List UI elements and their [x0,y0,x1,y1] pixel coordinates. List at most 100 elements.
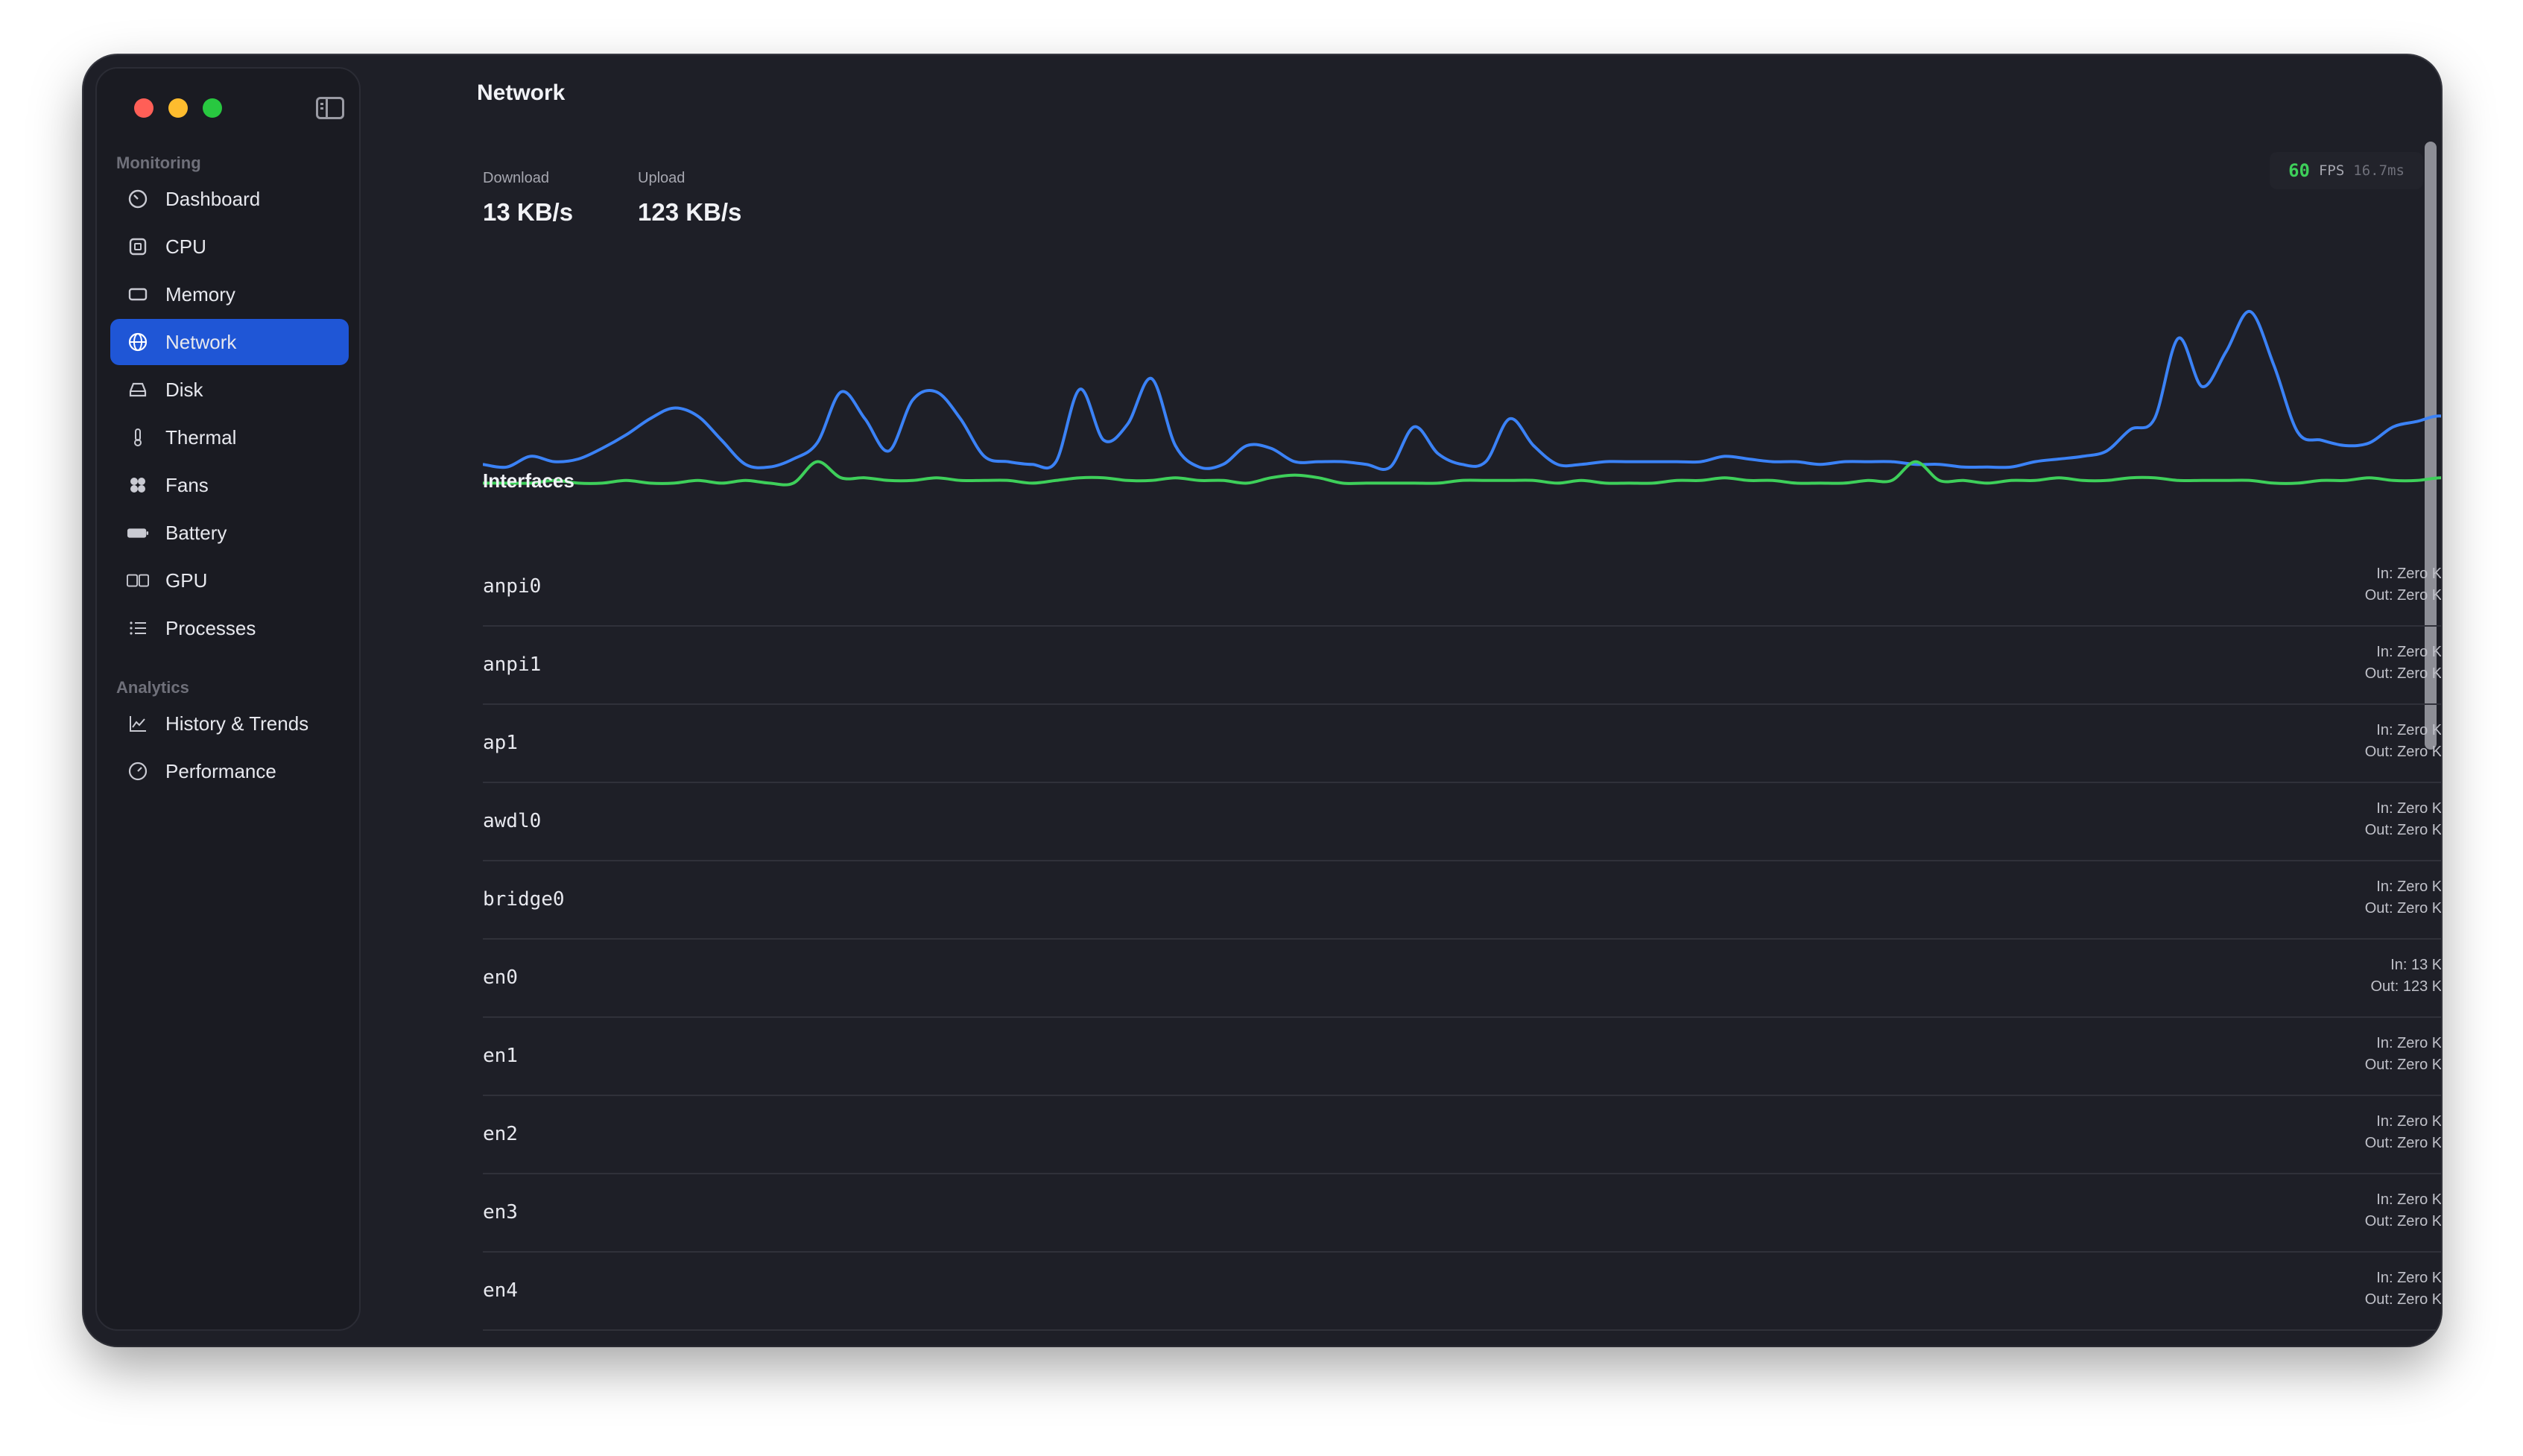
interface-stats: In: Zero KB/s Out: Zero KB/s [2365,1111,2441,1154]
sidebar-item-fans[interactable]: Fans [110,462,349,508]
sidebar-item-label: Network [165,330,237,353]
interface-row[interactable]: anpi0 In: Zero KB/s Out: Zero KB/s [483,548,2441,627]
download-series-line [483,310,2441,471]
interface-out-rate: Out: Zero KB/s [2364,665,2441,682]
sidebar-item-label: CPU [165,235,206,258]
interface-name: en2 [483,1123,518,1145]
interface-out-rate: Out: 123 KB/s [2370,978,2441,995]
sidebar: Monitoring Dashboard CPU Memory Network [95,67,361,1331]
interface-stats: In: Zero KB/s Out: Zero KB/s [2365,720,2441,763]
sidebar-item-processes[interactable]: Processes [110,605,349,651]
memory-icon [127,283,149,306]
interface-in-rate: In: Zero KB/s [2376,1035,2441,1051]
interface-in-rate: In: Zero KB/s [2376,879,2441,895]
interface-in-rate: In: Zero KB/s [2376,1270,2441,1286]
sidebar-section-analytics: Analytics [116,678,189,697]
interface-name: en0 [483,966,518,989]
sidebar-item-label: History & Trends [165,712,309,735]
speedometer-icon [127,760,149,782]
gauge-icon [127,188,149,210]
interface-out-rate: Out: Zero KB/s [2364,1213,2441,1229]
page-title: Network [477,80,566,105]
fan-icon [127,474,149,496]
interface-row[interactable]: en2 In: Zero KB/s Out: Zero KB/s [483,1096,2441,1174]
disk-icon [127,379,149,401]
interface-name: awdl0 [483,810,542,832]
sidebar-item-gpu[interactable]: GPU [110,557,349,604]
sidebar-item-disk[interactable]: Disk [110,367,349,413]
frame-time: 16.7ms [2353,162,2405,179]
sidebar-item-thermal[interactable]: Thermal [110,414,349,460]
interface-in-rate: In: Zero KB/s [2376,1191,2441,1208]
sidebar-item-label: Thermal [165,425,237,449]
interface-in-rate: In: 13 KB/s [2390,957,2441,973]
sidebar-item-performance[interactable]: Performance [110,748,349,794]
interface-out-rate: Out: Zero KB/s [2364,587,2441,604]
interface-row[interactable]: en4 In: Zero KB/s Out: Zero KB/s [483,1253,2441,1331]
sidebar-item-label: Disk [165,378,203,401]
interface-in-rate: In: Zero KB/s [2376,1113,2441,1130]
interface-stats: In: Zero KB/s Out: Zero KB/s [2365,563,2441,607]
interface-out-rate: Out: Zero KB/s [2364,1291,2441,1308]
interfaces-title: Interfaces [483,469,574,492]
interface-stats: In: 13 KB/s Out: 123 KB/s [2370,955,2441,998]
zoom-button[interactable] [203,98,222,118]
app-window: Monitoring Dashboard CPU Memory Network [83,55,2441,1346]
chart-line-icon [127,712,149,735]
sidebar-section-monitoring: Monitoring [116,153,201,172]
sidebar-item-label: Performance [165,759,276,782]
sidebar-item-label: Processes [165,616,256,639]
interface-row[interactable]: awdl0 In: Zero KB/s Out: Zero KB/s [483,783,2441,861]
sidebar-item-label: GPU [165,569,208,592]
sidebar-item-history-trends[interactable]: History & Trends [110,700,349,747]
fps-label: FPS [2318,162,2345,179]
interface-in-rate: In: Zero KB/s [2376,566,2441,582]
interface-row[interactable]: en3 In: Zero KB/s Out: Zero KB/s [483,1174,2441,1253]
battery-icon [127,522,149,544]
sidebar-item-label: Battery [165,521,227,544]
interface-in-rate: In: Zero KB/s [2376,722,2441,738]
sidebar-item-label: Fans [165,473,209,496]
fps-badge: 60 FPS 16.7ms [2270,152,2423,189]
gpu-icon [127,569,149,592]
fps-value: 60 [2288,160,2310,181]
list-icon [127,617,149,639]
interface-row[interactable]: en1 In: Zero KB/s Out: Zero KB/s [483,1018,2441,1096]
interface-out-rate: Out: Zero KB/s [2364,1135,2441,1151]
minimize-button[interactable] [168,98,188,118]
interface-out-rate: Out: Zero KB/s [2364,900,2441,917]
close-button[interactable] [134,98,153,118]
cpu-icon [127,235,149,258]
upload-value: 123 KB/s [638,198,742,226]
sidebar-item-dashboard[interactable]: Dashboard [110,176,349,222]
sidebar-item-battery[interactable]: Battery [110,510,349,556]
main-content: Network Download 13 KB/s Upload 123 KB/s… [361,55,2441,1346]
globe-icon [127,331,149,353]
interface-row[interactable]: anpi1 In: Zero KB/s Out: Zero KB/s [483,627,2441,705]
interface-name: en3 [483,1201,518,1224]
interface-stats: In: Zero KB/s Out: Zero KB/s [2365,876,2441,920]
sidebar-item-label: Dashboard [165,187,261,210]
thermometer-icon [127,426,149,449]
sidebar-item-memory[interactable]: Memory [110,271,349,317]
sidebar-item-label: Memory [165,282,235,306]
interface-out-rate: Out: Zero KB/s [2364,1057,2441,1073]
interface-name: en1 [483,1045,518,1067]
interface-stats: In: Zero KB/s Out: Zero KB/s [2365,798,2441,841]
interface-stats: In: Zero KB/s Out: Zero KB/s [2365,642,2441,685]
sidebar-item-network[interactable]: Network [110,319,349,365]
interface-name: ap1 [483,732,518,754]
interface-stats: In: Zero KB/s Out: Zero KB/s [2365,1033,2441,1076]
interface-out-rate: Out: Zero KB/s [2364,744,2441,760]
interface-in-rate: In: Zero KB/s [2376,800,2441,817]
interface-row[interactable]: bridge0 In: Zero KB/s Out: Zero KB/s [483,861,2441,940]
interface-row[interactable]: ap1 In: Zero KB/s Out: Zero KB/s [483,705,2441,783]
scrollbar[interactable] [2425,142,2437,750]
sidebar-toggle-icon[interactable] [316,97,344,119]
upload-label: Upload [638,170,686,186]
interface-row[interactable]: en0 In: 13 KB/s Out: 123 KB/s [483,940,2441,1018]
interface-in-rate: In: Zero KB/s [2376,644,2441,660]
interface-row[interactable]: gif0In: Zero KB/sOut: Zero KB/s [483,1331,2441,1346]
sidebar-item-cpu[interactable]: CPU [110,224,349,270]
network-chart [483,310,2441,487]
